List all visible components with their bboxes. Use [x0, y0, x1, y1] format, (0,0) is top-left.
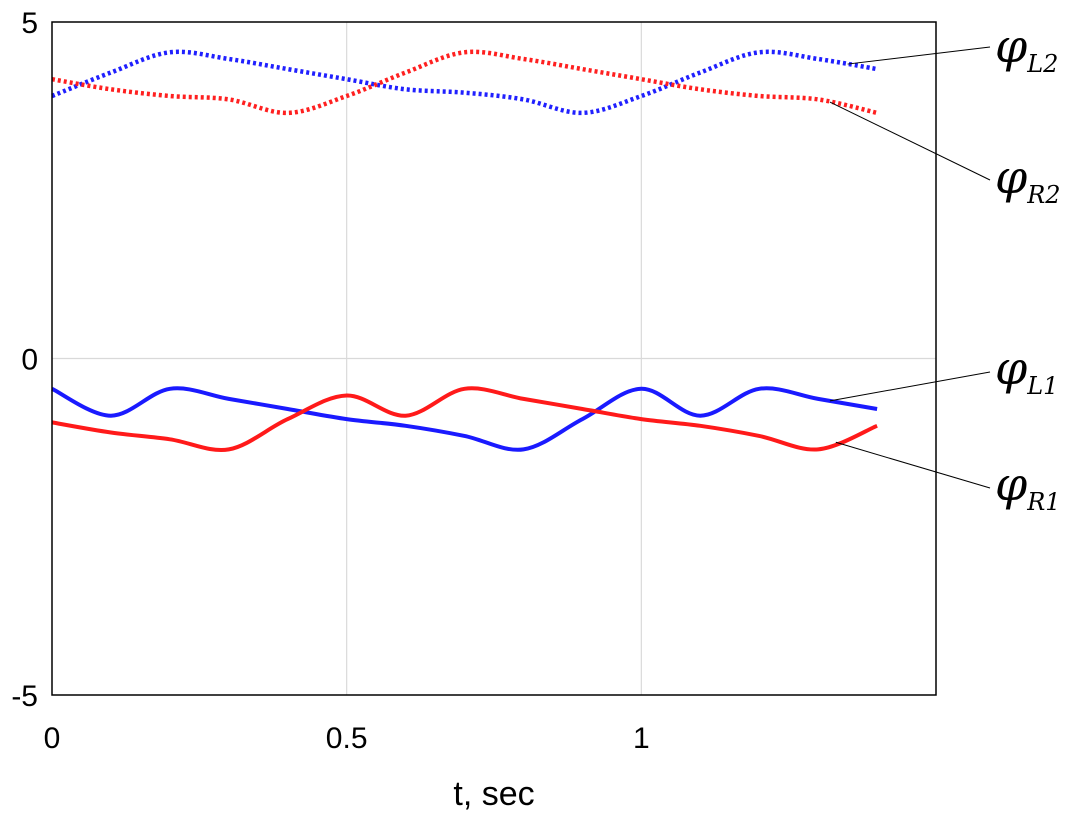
series-label-l1: φL1	[995, 341, 1058, 400]
plot-frame	[51, 21, 937, 696]
y-tick-label: 0	[21, 344, 38, 377]
x-tick-labels: 0 0.5 1	[44, 722, 650, 755]
series-lines	[51, 49, 878, 453]
label-leader-lines	[829, 46, 991, 489]
series-line-l2	[51, 49, 878, 116]
series-label-subscript: L2	[1026, 50, 1058, 78]
series-label-r1: φR1	[995, 457, 1061, 516]
x-tick-label: 0.5	[326, 722, 368, 755]
leader-line	[829, 101, 991, 181]
leader-line	[835, 441, 991, 489]
series-label-symbol: φ	[995, 457, 1028, 511]
grid-lines	[52, 22, 936, 695]
series-label-symbol: φ	[995, 19, 1028, 73]
series-label-l2: φL2	[995, 19, 1058, 78]
y-tick-label: 5	[21, 7, 38, 40]
series-label-subscript: R2	[1026, 181, 1060, 209]
series-line-l1	[51, 386, 878, 452]
x-tick-label: 0	[44, 722, 61, 755]
series-label-symbol: φ	[995, 150, 1028, 204]
x-axis-label: t, sec	[453, 775, 534, 813]
series-label-subscript: R1	[1026, 488, 1060, 516]
series-line-r1	[51, 386, 878, 453]
series-label-r2: φR2	[995, 150, 1061, 209]
x-tick-label: 1	[633, 722, 650, 755]
series-line-r2	[51, 49, 878, 116]
leader-line	[829, 371, 991, 402]
y-tick-labels: 5 0 -5	[11, 7, 38, 713]
series-label-subscript: L1	[1026, 372, 1058, 400]
series-label-symbol: φ	[995, 341, 1028, 395]
leader-line	[847, 46, 991, 65]
y-tick-label: -5	[11, 680, 38, 713]
